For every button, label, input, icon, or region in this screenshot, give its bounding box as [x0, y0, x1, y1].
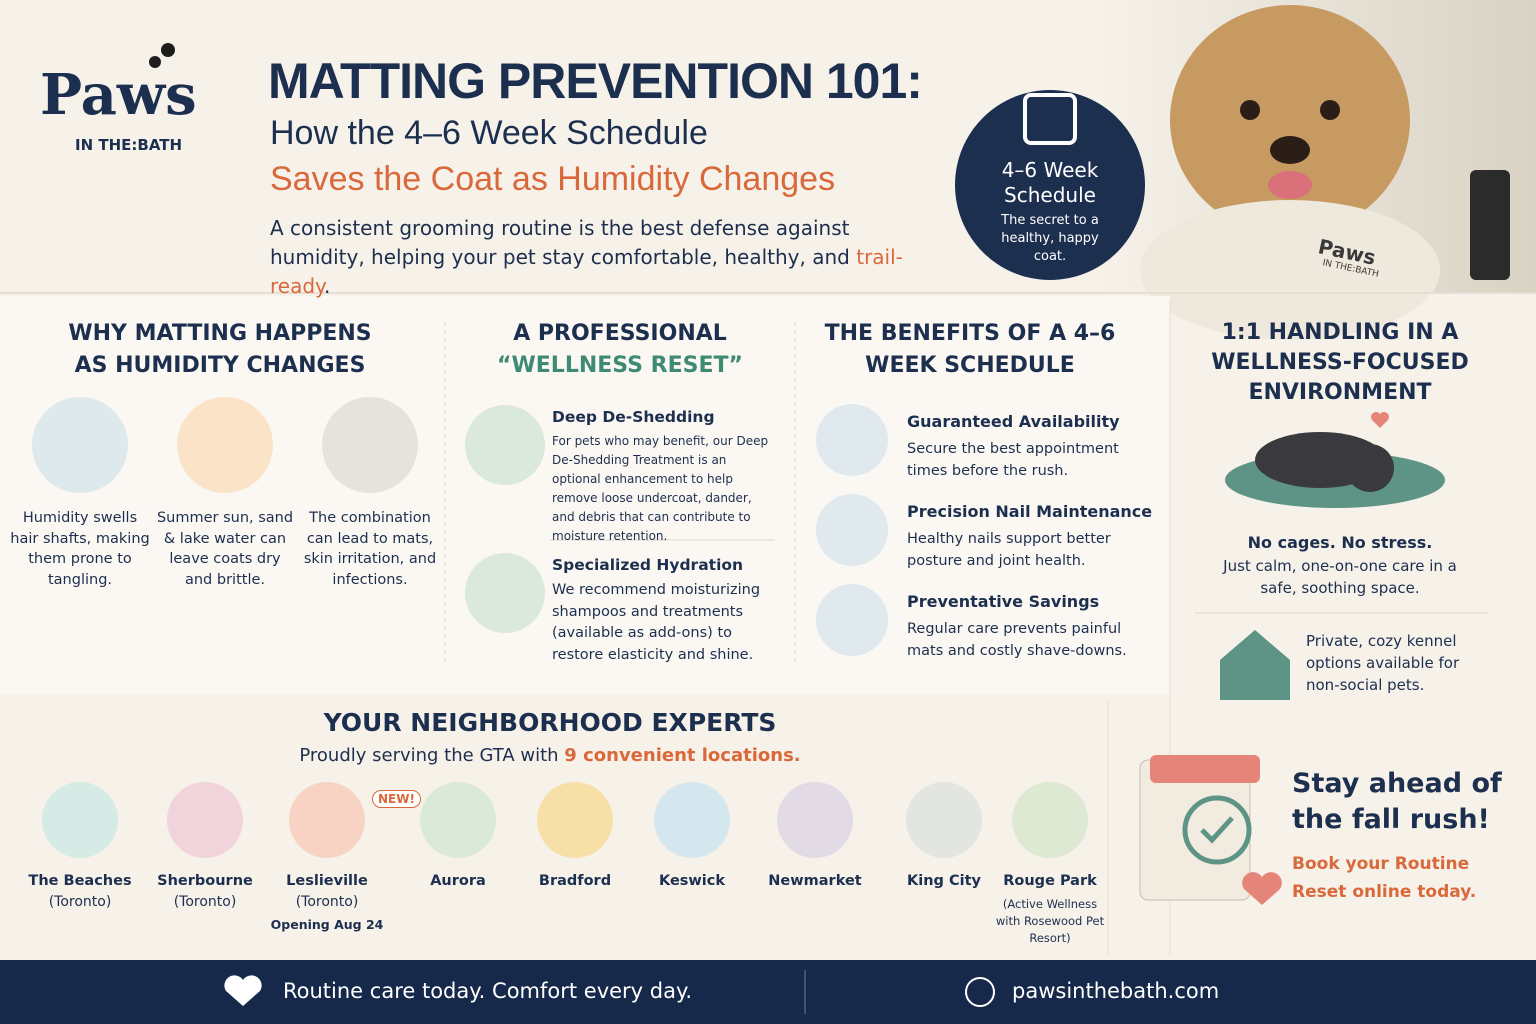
benefit-title: Precision Nail Maintenance	[907, 502, 1153, 521]
locations-subtitle: Proudly serving the GTA with 9 convenien…	[200, 745, 900, 766]
icon	[420, 782, 496, 858]
cta-text[interactable]: Book your Routine Reset online today.	[1292, 854, 1477, 902]
location-name: Rouge Park	[1003, 873, 1097, 889]
location-name: Newmarket	[768, 873, 862, 889]
icon	[167, 782, 243, 858]
icon	[42, 782, 118, 858]
benefits-title: THE BENEFITS OF A 4–6 WEEK SCHEDULE	[824, 321, 1116, 378]
location-name: Bradford	[538, 873, 612, 889]
why-step: The combination can lead to mats, skin i…	[303, 510, 437, 588]
badge-title: 4–6 Week Schedule	[1001, 158, 1099, 207]
icon	[1012, 782, 1088, 858]
intro-highlight: trail-ready	[270, 245, 903, 298]
reset-title-text: A PROFESSIONAL	[513, 321, 727, 346]
icon	[654, 782, 730, 858]
location-sub: (Toronto)	[295, 894, 359, 910]
location-name: The Beaches	[28, 873, 132, 889]
location-name: King City	[907, 873, 981, 889]
location-sub: (Toronto)	[48, 894, 112, 910]
kennel-text: Private, cozy kennel options available f…	[1306, 632, 1460, 694]
benefit-text: Secure the best appointment times before…	[907, 441, 1119, 479]
icon	[465, 553, 545, 633]
cta-title[interactable]: Stay ahead of the fall rush!	[1292, 768, 1502, 835]
benefit-title: Preventative Savings	[907, 592, 1100, 611]
benefit-title: Guaranteed Availability	[907, 412, 1120, 431]
intro: A consistent grooming routine is the bes…	[270, 214, 940, 301]
footer-url[interactable]: pawsinthebath.com	[1012, 979, 1220, 1003]
why-step: Humidity swells hair shafts, making them…	[10, 510, 150, 588]
reset-item-title: Specialized Hydration	[552, 556, 744, 574]
reset-item-text: We recommend moisturizing shampoos and t…	[552, 582, 761, 663]
location-sub: (Toronto)	[173, 894, 237, 910]
intro-end: .	[324, 274, 331, 298]
reset-title-accent: “WELLNESS RESET”	[497, 353, 743, 378]
icon	[322, 397, 418, 493]
icon	[177, 397, 273, 493]
logo-tagline: IN THE:BATH	[75, 136, 183, 154]
location-name: Leslieville	[286, 873, 368, 889]
logo-name: Paws	[40, 62, 197, 128]
handling-title: 1:1 HANDLING IN A WELLNESS-FOCUSED ENVIR…	[1211, 320, 1469, 405]
icon	[816, 404, 888, 476]
location-name: Keswick	[658, 873, 726, 889]
badge-text: The secret to a healthy, happy coat.	[1001, 213, 1099, 264]
title: MATTING PREVENTION 101:	[268, 53, 923, 109]
locations-subtitle-accent: 9 convenient locations.	[564, 745, 801, 766]
location-note: Opening Aug 24	[270, 917, 384, 932]
icon	[906, 782, 982, 858]
icon	[289, 782, 365, 858]
reset-item-text: For pets who may benefit, our Deep De-Sh…	[552, 434, 769, 543]
intro-text: A consistent grooming routine is the bes…	[270, 216, 857, 269]
icon	[777, 782, 853, 858]
benefit-text: Regular care prevents painful mats and c…	[907, 621, 1127, 659]
location-sub: (Active Wellness with Rosewood Pet Resor…	[995, 897, 1105, 945]
footer-tagline: Routine care today. Comfort every day.	[283, 979, 693, 1003]
icon	[816, 494, 888, 566]
reset-title: A PROFESSIONAL “WELLNESS RESET”	[470, 318, 770, 382]
locations-title: YOUR NEIGHBORHOOD EXPERTS	[323, 708, 777, 737]
benefit-text: Healthy nails support better posture and…	[907, 531, 1111, 569]
handling-text: Just calm, one-on-one care in a safe, so…	[1223, 557, 1457, 597]
handling-lead: No cages. No stress.	[1247, 533, 1433, 552]
location-name: Sherbourne	[157, 873, 253, 889]
subtitle: How the 4–6 Week Schedule	[270, 114, 708, 152]
locations-subtitle-text: Proudly serving the GTA with	[299, 745, 565, 766]
icon	[465, 405, 545, 485]
icon	[816, 584, 888, 656]
location-name: Aurora	[430, 873, 486, 889]
subtitle-accent: Saves the Coat as Humidity Changes	[270, 160, 836, 198]
why-step: Summer sun, sand & lake water can leave …	[156, 510, 294, 588]
icon	[32, 397, 128, 493]
why-title: WHY MATTING HAPPENS AS HUMIDITY CHANGES	[68, 321, 372, 378]
location-badge: NEW!	[372, 790, 421, 808]
icon	[537, 782, 613, 858]
reset-item-title: Deep De-Shedding	[552, 408, 715, 426]
